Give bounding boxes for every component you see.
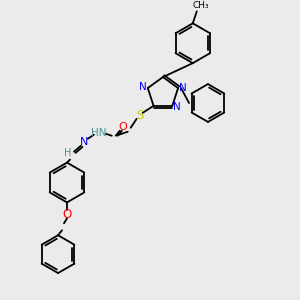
Text: HN: HN xyxy=(91,128,106,138)
Text: H: H xyxy=(64,148,72,158)
Text: N: N xyxy=(139,82,147,92)
Text: N: N xyxy=(173,102,181,112)
Text: S: S xyxy=(136,109,143,122)
Text: N: N xyxy=(80,137,88,147)
Text: CH₃: CH₃ xyxy=(192,1,209,10)
Text: N: N xyxy=(179,83,187,93)
Text: O: O xyxy=(62,208,72,221)
Text: O: O xyxy=(118,122,127,132)
